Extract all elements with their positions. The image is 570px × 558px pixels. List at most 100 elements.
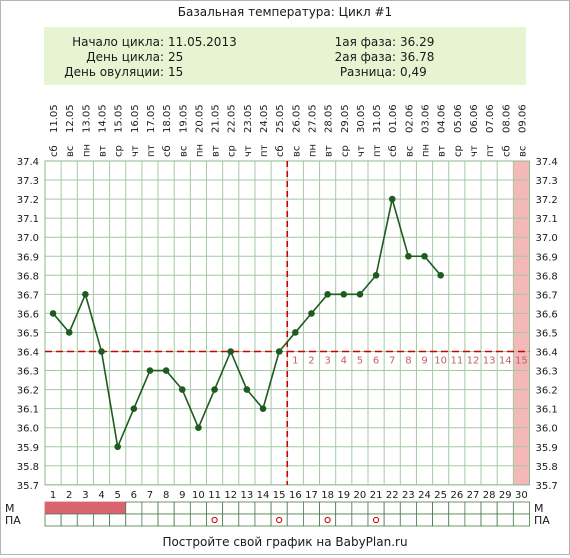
menses-cell — [416, 501, 434, 515]
y-tick-label-left: 36.2 — [17, 386, 39, 397]
temperature-point — [340, 291, 348, 298]
menses-cell — [189, 501, 207, 515]
x-tick-label-day: 4 — [98, 490, 104, 501]
x-tick-label-weekday: пн — [307, 144, 318, 157]
x-tick-label-weekday: чт — [130, 145, 141, 157]
x-tick-label-weekday: пт — [372, 144, 383, 157]
x-tick-label-day: 3 — [82, 490, 88, 501]
x-tick-label-date: 02.06 — [404, 104, 415, 133]
x-tick-label-day: 12 — [224, 490, 237, 501]
x-tick-label-weekday: пн — [81, 144, 92, 157]
x-tick-label-day: 25 — [434, 490, 447, 501]
x-tick-label-day: 2 — [66, 490, 72, 501]
y-tick-label-left: 36.8 — [17, 271, 39, 282]
x-tick-label-day: 22 — [386, 490, 399, 501]
x-tick-label-day: 18 — [321, 490, 334, 501]
x-tick-label-weekday: пт — [146, 144, 157, 157]
pa-cell — [286, 513, 304, 527]
x-tick-label-day: 16 — [289, 490, 302, 501]
menses-cell — [125, 501, 143, 515]
pa-row-label-right: ПА — [534, 514, 550, 527]
temperature-line — [52, 198, 442, 450]
y-tick-label-left: 36.5 — [17, 328, 39, 339]
pa-cell — [448, 513, 466, 527]
cycle-start-value: 11.05.2013 — [168, 35, 237, 49]
pa-cell — [141, 513, 159, 527]
y-tick-label-left: 36.9 — [17, 252, 39, 263]
luteal-day-label: 6 — [373, 356, 379, 367]
x-tick-label-date: 09.06 — [517, 104, 528, 133]
x-tick-label-date: 08.06 — [501, 104, 512, 133]
x-tick-label-date: 19.05 — [178, 104, 189, 133]
pa-cell — [60, 513, 78, 527]
y-tick-label-left: 36.1 — [17, 405, 39, 416]
x-tick-label-day: 10 — [192, 490, 205, 501]
difference-label: Разница: — [340, 65, 396, 79]
menses-cell — [399, 501, 417, 515]
x-tick-label-day: 24 — [418, 490, 431, 501]
temperature-point — [49, 310, 57, 317]
menses-cell — [157, 501, 175, 515]
x-tick-label-date: 13.05 — [81, 104, 92, 133]
pa-cell — [399, 513, 417, 527]
y-tick-label-left: 35.7 — [17, 481, 39, 492]
x-tick-label-date: 18.05 — [162, 104, 173, 133]
y-tick-label-right: 35.9 — [536, 443, 558, 454]
x-tick-label-date: 24.05 — [259, 104, 270, 133]
menses-cell — [93, 501, 110, 515]
x-tick-label-day: 15 — [273, 490, 286, 501]
y-tick-label-left: 36.3 — [17, 367, 39, 378]
x-tick-label-weekday: сб — [501, 145, 512, 157]
menses-cell — [367, 501, 385, 515]
difference-value: 0,49 — [400, 65, 427, 79]
temperature-point — [162, 367, 170, 374]
x-tick-label-weekday: вт — [437, 145, 448, 157]
temperature-point — [114, 443, 121, 451]
x-tick-label-weekday: вс — [404, 146, 415, 157]
today-band — [513, 161, 530, 485]
x-tick-label-weekday: пн — [194, 144, 205, 157]
y-tick-label-left: 37.2 — [17, 195, 39, 206]
x-tick-label-day: 1 — [50, 490, 56, 501]
m-row-label-right: М — [534, 502, 544, 515]
x-tick-label-weekday: ср — [114, 145, 125, 157]
temperature-point — [421, 252, 428, 260]
x-tick-label-date: 29.05 — [340, 104, 351, 133]
pa-marker — [276, 516, 283, 524]
x-tick-label-date: 26.05 — [291, 104, 302, 133]
menses-cell — [351, 501, 369, 515]
x-tick-label-date: 14.05 — [98, 104, 109, 133]
y-tick-label-left: 35.9 — [17, 443, 39, 454]
luteal-day-label: 4 — [341, 356, 347, 367]
y-tick-label-right: 36.7 — [536, 290, 558, 301]
ovulation-day-value: 15 — [168, 65, 183, 79]
menses-cell — [512, 501, 530, 515]
x-tick-label-weekday: сб — [49, 145, 60, 157]
x-tick-label-day: 23 — [402, 490, 415, 501]
menses-cell — [76, 501, 94, 515]
x-tick-label-date: 03.06 — [421, 104, 432, 133]
temperature-point — [308, 310, 315, 317]
pa-cell — [93, 513, 110, 527]
pa-marker — [372, 516, 380, 524]
pa-cell — [464, 513, 482, 527]
temperature-point — [130, 405, 138, 412]
x-tick-label-date: 20.05 — [194, 104, 205, 133]
phase2-value: 36.78 — [400, 50, 434, 64]
x-tick-label-date: 06.06 — [469, 104, 480, 133]
footer-text[interactable]: Постройте свой график на BabyPlan.ru — [162, 535, 407, 549]
temperature-point — [211, 386, 218, 393]
temperature-point — [195, 424, 202, 432]
temperature-point — [292, 329, 299, 336]
x-tick-label-day: 29 — [499, 490, 512, 501]
pa-cell — [254, 513, 272, 527]
x-tick-label-date: 04.06 — [437, 104, 448, 133]
menses-cell — [448, 501, 466, 515]
menses-cell — [44, 501, 62, 515]
y-tick-label-left: 36.0 — [17, 424, 39, 435]
y-tick-label-right: 36.1 — [536, 405, 558, 416]
menses-cell — [319, 501, 337, 515]
temperature-point — [275, 348, 283, 355]
y-tick-label-left: 35.8 — [17, 462, 39, 473]
